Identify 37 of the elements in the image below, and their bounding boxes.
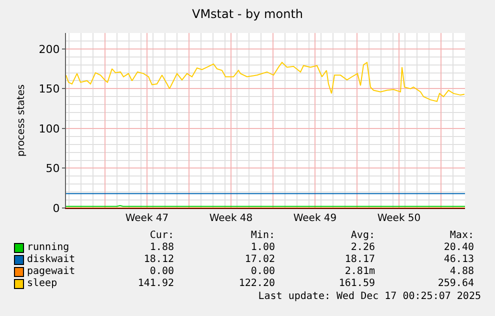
y-axis-title: process states xyxy=(16,84,27,157)
y-tick-label: 50 xyxy=(46,162,60,176)
text: Min: xyxy=(250,230,275,241)
text: 259.64 xyxy=(438,278,474,289)
text: 161.59 xyxy=(338,278,375,289)
legend-label: running xyxy=(27,242,70,253)
text: 18.17 xyxy=(344,254,375,265)
text: 0.00 xyxy=(250,266,275,277)
line-series xyxy=(66,62,465,102)
text: 2.26 xyxy=(350,242,375,253)
text: Cur: xyxy=(150,230,174,241)
x-tick-label: Week 48 xyxy=(209,213,253,224)
text: 46.13 xyxy=(444,254,474,265)
text: 122.20 xyxy=(238,278,275,289)
legend-label: diskwait xyxy=(27,254,76,265)
x-tick-label: Week 47 xyxy=(125,213,169,224)
legend-label: sleep xyxy=(27,278,58,289)
y-tick-label: 200 xyxy=(38,42,60,56)
x-tick-label: Week 49 xyxy=(293,213,337,224)
text: 2.81m xyxy=(344,266,375,277)
text: 18.12 xyxy=(144,254,174,265)
text: 20.40 xyxy=(444,242,474,253)
text: Max: xyxy=(450,230,474,241)
text: 17.02 xyxy=(244,254,275,265)
text: 4.88 xyxy=(450,266,474,277)
text: 0.00 xyxy=(150,266,174,277)
text: Avg: xyxy=(350,230,375,241)
y-tick-label: 150 xyxy=(38,82,60,96)
text: 1.88 xyxy=(150,242,174,253)
y-tick-label: 100 xyxy=(38,122,60,136)
text: 1.00 xyxy=(250,242,275,253)
text: Last update: Wed Dec 17 00:25:07 2025 xyxy=(258,291,481,302)
text: 141.92 xyxy=(138,278,174,289)
chart-title: VMstat - by month xyxy=(192,6,304,21)
x-tick-label: Week 50 xyxy=(377,213,421,224)
y-tick-label: 0 xyxy=(52,202,60,215)
legend-label: pagewait xyxy=(27,266,76,277)
